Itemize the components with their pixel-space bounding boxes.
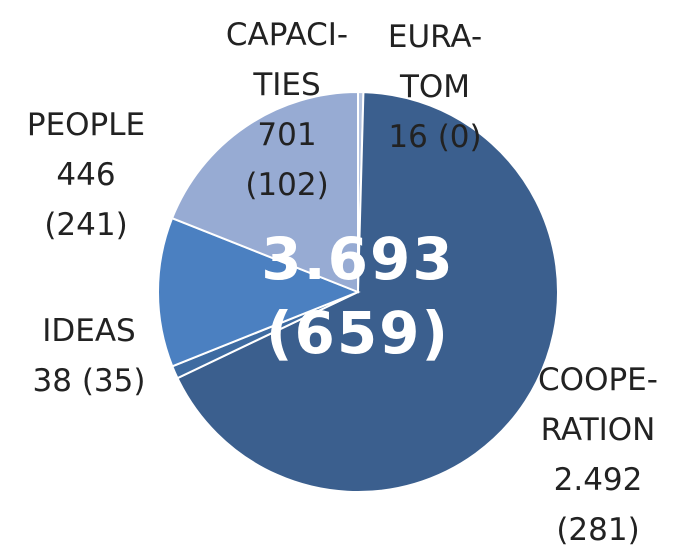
value-label: 701 (102)	[245, 117, 329, 203]
category-label: PEOPLE	[26, 107, 146, 143]
slice-label: CAPACI-TIES 701 (102)	[212, 10, 362, 210]
slice-label: COOPE-RATION 2.492 (281)	[520, 355, 676, 555]
value-label: 16 (0)	[388, 119, 482, 155]
pie-slice	[157, 216, 361, 368]
pie-slice	[170, 90, 359, 294]
value-label: 38 (35)	[32, 363, 146, 399]
category-label: EURA-TOM	[387, 19, 483, 105]
category-label: COOPE-RATION	[538, 362, 658, 448]
slice-label: PEOPLE 446 (241)	[20, 100, 152, 250]
value-label: 446 (241)	[44, 157, 128, 243]
slice-label: IDEAS 38 (35)	[14, 306, 164, 406]
category-label: CAPACI-TIES	[225, 17, 349, 103]
pie-slice	[176, 91, 559, 493]
total-label: 3.693 (659)	[261, 225, 455, 367]
value-label: 2.492 (281)	[553, 462, 643, 548]
category-label: IDEAS	[42, 313, 136, 349]
slice-label: EURA-TOM 16 (0)	[372, 12, 498, 162]
